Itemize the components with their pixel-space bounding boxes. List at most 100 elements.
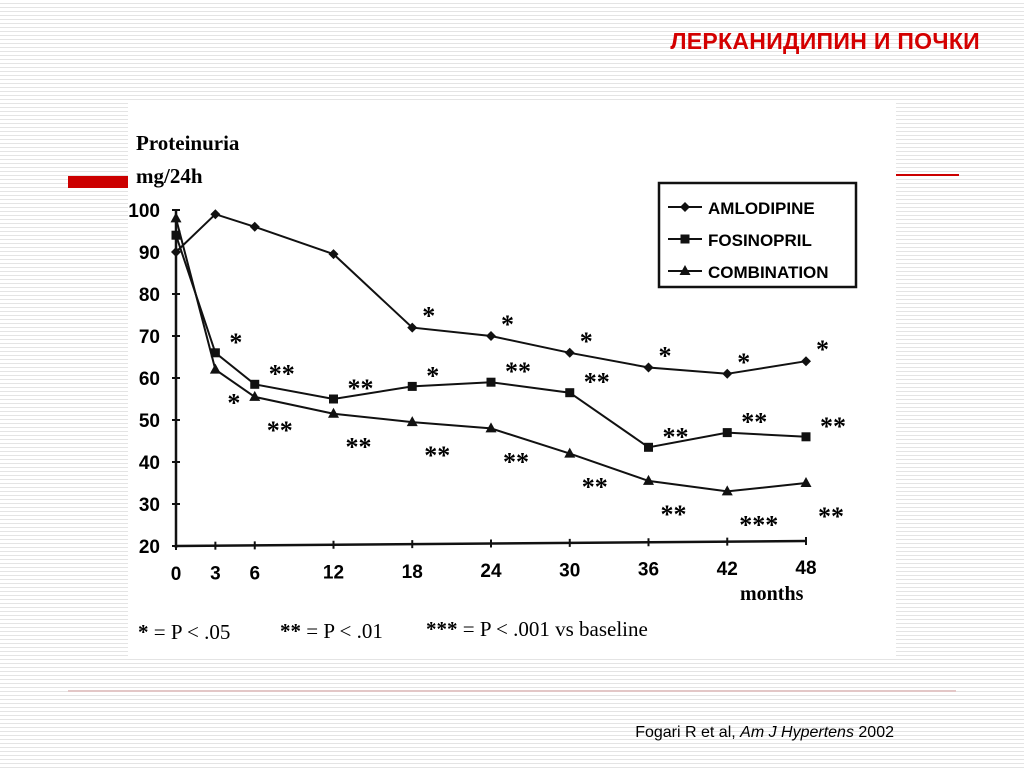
significance-marker-amlodipine: * xyxy=(580,327,593,356)
y-tick-label: 90 xyxy=(139,243,160,264)
footnote-two: ** = P < .01 xyxy=(280,619,383,643)
significance-marker-fosinopril: * xyxy=(426,361,439,390)
legend-label-fosinopril: FOSINOPRIL xyxy=(708,231,812,250)
significance-marker-fosinopril: ** xyxy=(663,422,689,451)
x-tick-label: 0 xyxy=(171,564,182,585)
data-point-fosinopril xyxy=(722,428,732,438)
data-point-amlodipine xyxy=(249,221,260,232)
significance-marker-combination: ** xyxy=(503,447,529,476)
data-point-combination xyxy=(800,477,812,487)
y-tick-label: 80 xyxy=(139,285,160,306)
x-tick-label: 12 xyxy=(323,563,344,584)
x-tick-label: 36 xyxy=(638,560,659,581)
data-point-fosinopril xyxy=(801,432,811,442)
data-point-amlodipine xyxy=(328,249,339,260)
bottom-rule xyxy=(68,690,956,692)
significance-marker-fosinopril: * xyxy=(229,328,242,357)
y-tick-label: 50 xyxy=(139,411,160,432)
y-axis-label-line2: mg/24h xyxy=(136,164,203,188)
data-point-fosinopril xyxy=(486,377,496,387)
data-point-combination xyxy=(564,447,576,458)
red-accent-line xyxy=(895,174,959,176)
y-tick-label: 100 xyxy=(128,201,160,222)
y-tick-label: 20 xyxy=(139,537,160,558)
data-point-combination xyxy=(249,390,261,401)
significance-marker-combination: ** xyxy=(346,433,372,462)
significance-marker-fosinopril: ** xyxy=(269,359,295,388)
data-point-fosinopril xyxy=(171,230,181,240)
legend-marker-combination xyxy=(679,265,691,275)
significance-marker-amlodipine: * xyxy=(737,348,750,377)
footnote: * = P < .05 ** = P < .01 *** = P < .001 … xyxy=(138,617,648,644)
data-point-fosinopril xyxy=(407,381,417,391)
x-tick-label: 48 xyxy=(795,558,816,579)
significance-layer: * *** * ****** * ** ****** ******* ** ****** *** ** xyxy=(227,302,846,540)
series-layer xyxy=(170,209,812,496)
data-point-combination xyxy=(721,485,733,496)
slide-title: ЛЕРКАНИДИПИН И ПОЧКИ xyxy=(670,28,980,54)
significance-marker-fosinopril: ** xyxy=(584,368,610,397)
footnote-three-text: = P < .001 vs baseline xyxy=(458,617,648,641)
significance-marker-combination: ** xyxy=(424,441,450,470)
significance-marker-amlodipine: * xyxy=(501,310,514,339)
x-tick-label: 30 xyxy=(559,560,580,581)
significance-marker-combination: *** xyxy=(739,510,778,539)
footnote-three: *** = P < .001 vs baseline xyxy=(426,617,648,641)
x-axis-label: months xyxy=(740,583,804,605)
significance-marker-fosinopril: ** xyxy=(741,408,767,437)
x-tick-label: 24 xyxy=(480,561,502,582)
data-point-combination xyxy=(485,422,497,433)
citation: Fogari R et al, Am J Hypertens 2002 xyxy=(635,724,894,742)
significance-marker-combination: ** xyxy=(582,473,608,502)
data-point-combination xyxy=(328,407,339,418)
legend-items: AMLODIPINE FOSINOPRIL COMBINATION xyxy=(668,199,829,282)
data-point-amlodipine xyxy=(486,331,496,341)
y-tick-label: 70 xyxy=(139,327,160,348)
legend-box xyxy=(657,181,858,289)
data-point-amlodipine xyxy=(801,356,811,367)
data-point-fosinopril xyxy=(565,388,575,398)
x-tick-label: 42 xyxy=(717,559,738,580)
significance-marker-amlodipine: * xyxy=(816,335,829,364)
significance-marker-combination: ** xyxy=(818,502,844,531)
y-tick-label: 60 xyxy=(139,369,160,390)
footnote-two-stars: ** xyxy=(280,619,301,643)
x-tick-label: 3 xyxy=(210,564,221,585)
legend-marker-fosinopril xyxy=(680,234,690,244)
chart-svg: Proteinuria mg/24h 20 30 40 50 60 70 80 90 100 0… xyxy=(128,131,858,644)
data-point-amlodipine xyxy=(722,368,733,379)
data-point-fosinopril xyxy=(644,442,653,452)
data-point-amlodipine xyxy=(643,362,654,373)
series-line-fosinopril xyxy=(175,234,807,449)
significance-marker-fosinopril: ** xyxy=(348,374,374,403)
significance-marker-fosinopril: ** xyxy=(505,357,531,386)
y-axis-label-line1: Proteinuria xyxy=(136,131,240,155)
citation-journal: Am J Hypertens xyxy=(740,724,854,741)
significance-marker-amlodipine: * xyxy=(659,342,672,371)
y-ticks: 20 30 40 50 60 70 80 90 100 xyxy=(128,201,180,558)
data-point-fosinopril xyxy=(210,348,220,358)
citation-authors: Fogari R et al, xyxy=(635,724,736,741)
data-point-combination xyxy=(406,416,418,427)
data-point-fosinopril xyxy=(329,394,338,404)
data-point-amlodipine xyxy=(564,347,575,358)
significance-marker-fosinopril: ** xyxy=(820,412,846,441)
y-tick-label: 30 xyxy=(139,495,160,516)
series-line-combination xyxy=(175,218,807,493)
chart-figure: Proteinuria mg/24h 20 30 40 50 60 70 80 90 100 0… xyxy=(128,103,896,656)
x-tick-label: 6 xyxy=(249,563,260,584)
citation-year: 2002 xyxy=(858,724,894,741)
footnote-two-text: = P < .01 xyxy=(301,619,383,643)
significance-marker-amlodipine: * xyxy=(422,302,435,331)
data-point-fosinopril xyxy=(250,379,260,389)
significance-marker-combination: ** xyxy=(661,500,687,529)
footnote-one-stars: * xyxy=(138,620,149,644)
footnote-three-stars: *** xyxy=(426,617,458,641)
footnote-one: * = P < .05 xyxy=(138,620,230,644)
legend-label-combination: COMBINATION xyxy=(708,263,829,282)
significance-marker-combination: * xyxy=(227,389,240,418)
data-point-combination xyxy=(643,474,654,485)
legend-marker-amlodipine xyxy=(680,202,690,212)
data-point-amlodipine xyxy=(210,209,221,220)
significance-marker-combination: ** xyxy=(267,416,293,445)
